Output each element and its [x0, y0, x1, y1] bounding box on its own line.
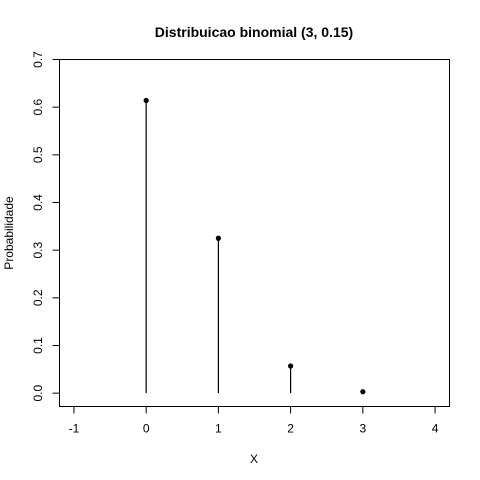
data-point — [215, 235, 221, 241]
x-tick-label: -1 — [69, 422, 80, 436]
data-point — [143, 97, 149, 104]
y-tick-label: 0.1 — [31, 337, 45, 354]
x-tick-label: 2 — [287, 422, 294, 436]
plot-area — [59, 59, 450, 407]
y-tick-label: 0.7 — [31, 51, 45, 68]
x-tick-label: 4 — [432, 422, 439, 436]
x-tick-label: 0 — [143, 422, 150, 436]
x-axis: -1 0 1 2 3 4 — [69, 406, 439, 436]
y-axis: 0.0 0.1 0.2 0.3 0.4 0.5 0.6 0.7 — [31, 51, 60, 401]
y-axis-label: Probabilidade — [2, 196, 16, 270]
y-tick-label: 0.2 — [31, 289, 45, 306]
y-tick-label: 0.3 — [31, 241, 45, 258]
x-axis-label: X — [250, 452, 258, 466]
x-tick-label: 3 — [359, 422, 366, 436]
y-tick-label: 0.0 — [31, 384, 45, 401]
y-tick-label: 0.4 — [31, 194, 45, 211]
x-tick-label: 1 — [215, 422, 222, 436]
y-tick-label: 0.5 — [31, 146, 45, 163]
data-point — [360, 389, 366, 395]
data-point — [288, 363, 294, 369]
data-marks — [143, 97, 366, 395]
chart-title: Distribuicao binomial (3, 0.15) — [155, 24, 353, 40]
y-tick-label: 0.6 — [31, 99, 45, 116]
